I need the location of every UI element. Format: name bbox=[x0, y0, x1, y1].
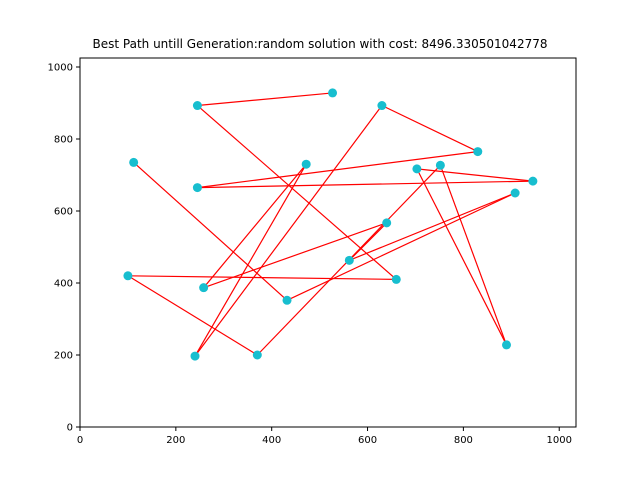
x-tick-label: 600 bbox=[358, 435, 377, 446]
path-segment bbox=[286, 192, 516, 301]
path-segment bbox=[348, 222, 388, 261]
data-point bbox=[199, 283, 209, 293]
data-point bbox=[377, 101, 387, 111]
data-point bbox=[473, 147, 483, 157]
y-tick-label: 400 bbox=[54, 279, 73, 290]
x-tick-label: 200 bbox=[166, 435, 185, 446]
x-tick-label: 1000 bbox=[547, 435, 572, 446]
data-point bbox=[192, 101, 202, 111]
x-tick-label: 800 bbox=[454, 435, 473, 446]
data-point bbox=[391, 274, 401, 284]
path-segment bbox=[197, 105, 397, 280]
point-layer bbox=[123, 88, 538, 361]
data-point bbox=[282, 295, 292, 305]
path-segment bbox=[203, 222, 387, 289]
y-tick-label: 200 bbox=[54, 351, 73, 362]
data-point bbox=[301, 159, 311, 169]
data-point bbox=[528, 176, 538, 186]
path-segment bbox=[416, 168, 533, 182]
path-segment bbox=[197, 151, 478, 189]
y-tick-label: 0 bbox=[67, 423, 73, 434]
path-segment bbox=[133, 161, 288, 301]
data-point bbox=[502, 340, 512, 350]
path-segment bbox=[197, 92, 333, 107]
y-tick-label: 600 bbox=[54, 207, 73, 218]
data-point bbox=[510, 188, 520, 198]
data-point bbox=[190, 351, 200, 361]
path-segment bbox=[349, 192, 516, 261]
path-segment bbox=[416, 168, 508, 346]
y-axis: 0 200 400 600 800 1000 bbox=[48, 63, 80, 434]
path-segment bbox=[203, 163, 307, 289]
path-segment bbox=[194, 163, 307, 357]
y-tick-label: 800 bbox=[54, 135, 73, 146]
y-tick-label: 1000 bbox=[48, 63, 73, 74]
data-point bbox=[129, 157, 139, 167]
data-point bbox=[192, 183, 202, 193]
data-point bbox=[412, 164, 422, 174]
data-point bbox=[252, 350, 262, 360]
path-layer bbox=[127, 92, 533, 357]
path-segment bbox=[194, 105, 383, 357]
x-tick-label: 400 bbox=[262, 435, 281, 446]
chart-title: Best Path untill Generation:random solut… bbox=[93, 37, 548, 51]
data-point bbox=[328, 88, 338, 98]
x-tick-label: 0 bbox=[77, 435, 83, 446]
data-point bbox=[344, 255, 354, 265]
x-axis: 0 200 400 600 800 1000 bbox=[77, 427, 572, 446]
plot-frame bbox=[79, 57, 577, 428]
data-point bbox=[123, 271, 133, 281]
path-segment bbox=[439, 165, 508, 346]
path-segment bbox=[197, 180, 533, 189]
data-point bbox=[382, 218, 392, 228]
data-point bbox=[435, 160, 445, 170]
path-segment bbox=[381, 104, 479, 153]
path-segment bbox=[127, 275, 258, 356]
